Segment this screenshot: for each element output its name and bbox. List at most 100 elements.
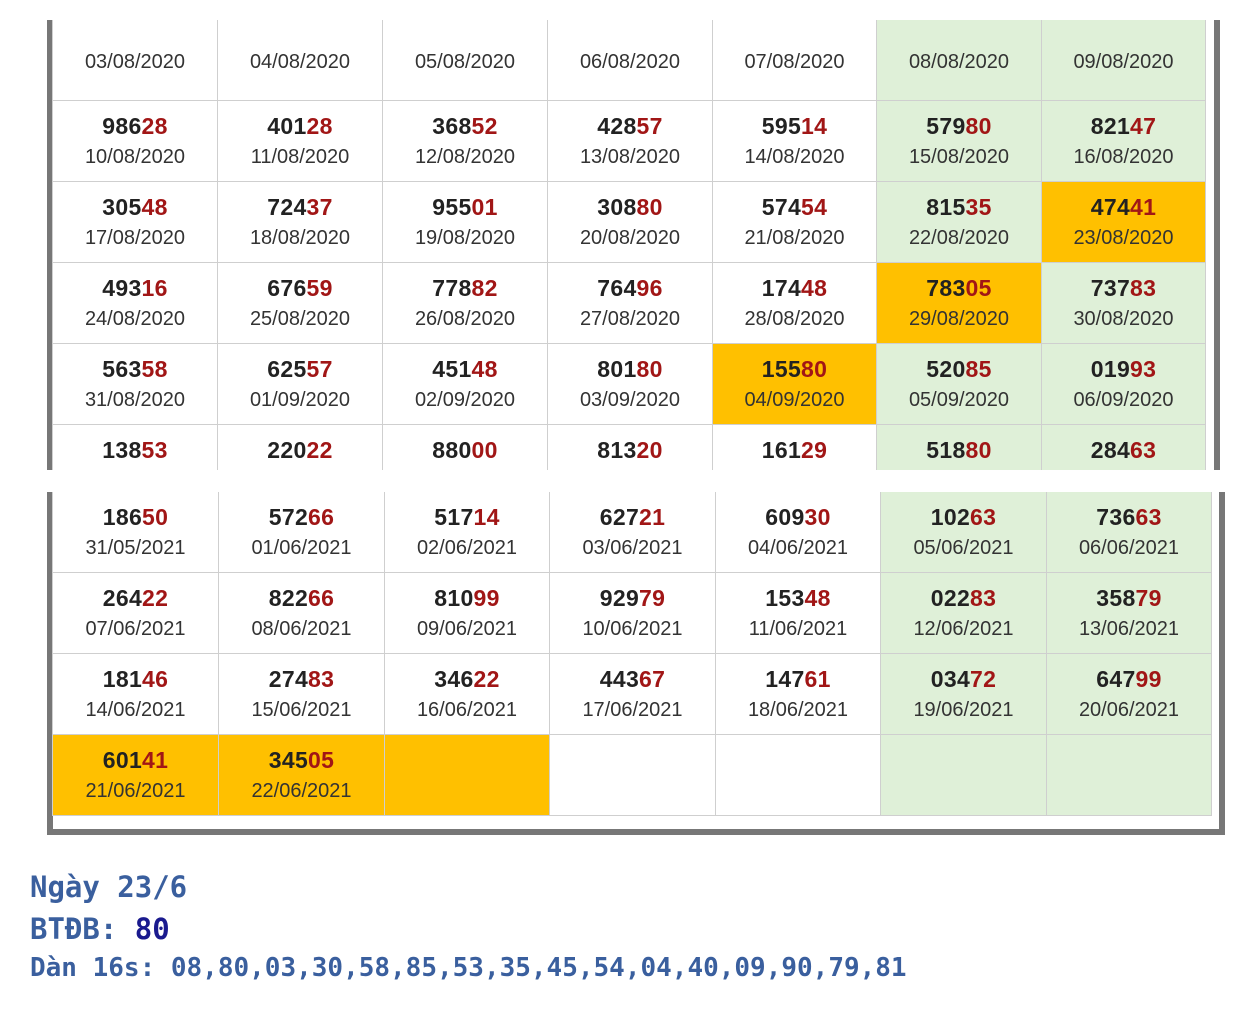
calendar-cell: 40128 11/08/2020 bbox=[217, 100, 383, 182]
result-number: 26422 bbox=[54, 584, 218, 612]
result-number-tail: 83 bbox=[970, 585, 997, 611]
calendar-cell: 1612911/09/2020 bbox=[712, 424, 877, 470]
panel-separator bbox=[30, 470, 1225, 492]
result-number-tail: 37 bbox=[306, 194, 333, 220]
calendar-cell: 81535 22/08/2020 bbox=[876, 181, 1042, 263]
result-date: 04/08/2020 bbox=[249, 51, 351, 73]
calendar-cell: 02283 12/06/2021 bbox=[880, 572, 1047, 654]
result-number-head: 518 bbox=[926, 437, 966, 463]
calendar-cell: 49316 24/08/2020 bbox=[52, 262, 218, 344]
result-number: 81320 bbox=[549, 436, 712, 464]
result-number-head: 676 bbox=[267, 275, 307, 301]
calendar-cell: 35879 13/06/2021 bbox=[1046, 572, 1212, 654]
calendar-cell: 52085 05/09/2020 bbox=[876, 343, 1042, 425]
result-date: 25/08/2020 bbox=[249, 308, 351, 330]
result-number: 42857 bbox=[549, 112, 712, 140]
result-date: 24/08/2020 bbox=[84, 308, 186, 330]
calendar-cell: 1385307/09/2020 bbox=[52, 424, 218, 470]
result-number: 64799 bbox=[1048, 665, 1211, 693]
result-date: 31/08/2020 bbox=[84, 389, 186, 411]
result-number-head: 346 bbox=[434, 666, 474, 692]
result-number-head: 428 bbox=[597, 113, 637, 139]
calendar-cell: 60930 04/06/2021 bbox=[715, 492, 881, 573]
results-table-2021: 18650 31/05/2021 57266 01/06/2021 51714 02/06… bbox=[52, 492, 1212, 816]
result-number: 67659 bbox=[219, 274, 382, 302]
result-number-head: 822 bbox=[268, 585, 309, 611]
result-number-head: 034 bbox=[930, 666, 971, 692]
result-number: 81099 bbox=[386, 584, 549, 612]
result-number-head: 517 bbox=[434, 504, 474, 530]
calendar-row: 1385307/09/20202202208/09/20208800009/09… bbox=[52, 424, 1206, 470]
result-date: 16/06/2021 bbox=[416, 699, 518, 721]
result-number: 56358 bbox=[54, 355, 217, 383]
calendar-cell: 15580 04/09/2020 bbox=[712, 343, 877, 425]
calendar-panel-2020: 03/08/2020 04/08/2020 05/08/2020 06/08/2020… bbox=[30, 20, 1225, 470]
result-number-tail: 29 bbox=[801, 437, 828, 463]
result-number: 17448 bbox=[714, 274, 876, 302]
calendar-cell: 80180 03/09/2020 bbox=[547, 343, 713, 425]
calendar-cell: 05/08/2020 bbox=[382, 20, 548, 101]
result-number-head: 563 bbox=[102, 356, 142, 382]
result-date: 07/06/2021 bbox=[85, 618, 186, 640]
result-date: 22/08/2020 bbox=[908, 227, 1010, 249]
calendar-cell: 77882 26/08/2020 bbox=[382, 262, 548, 344]
calendar-cell: 15348 11/06/2021 bbox=[715, 572, 881, 654]
calendar-cell: 76496 27/08/2020 bbox=[547, 262, 713, 344]
result-number-head: 284 bbox=[1090, 437, 1131, 463]
calendar-cell: 47441 23/08/2020 bbox=[1041, 181, 1206, 263]
dan-line: Dàn 16s: 08,80,03,30,58,85,53,35,45,54,0… bbox=[30, 953, 907, 983]
result-number-tail: 48 bbox=[141, 194, 168, 220]
result-date: 13/08/2020 bbox=[579, 146, 681, 168]
result-number-head: 474 bbox=[1090, 194, 1131, 220]
result-number: 36852 bbox=[384, 112, 547, 140]
calendar-cell: 34505 22/06/2021 bbox=[218, 734, 385, 816]
result-number-tail: 28 bbox=[306, 113, 333, 139]
result-number: 34622 bbox=[386, 665, 549, 693]
result-number-head: 161 bbox=[761, 437, 802, 463]
calendar-panel-2021: 18650 31/05/2021 57266 01/06/2021 51714 02/06… bbox=[30, 492, 1225, 842]
calendar-cell bbox=[880, 734, 1047, 816]
calendar-cell: 07/08/2020 bbox=[712, 20, 877, 101]
calendar-cell: 10263 05/06/2021 bbox=[880, 492, 1047, 573]
calendar-cell: 34622 16/06/2021 bbox=[384, 653, 550, 735]
result-number: 27483 bbox=[220, 665, 384, 693]
result-number-head: 737 bbox=[1090, 275, 1131, 301]
result-number-tail: 79 bbox=[1135, 585, 1162, 611]
result-date: 14/08/2020 bbox=[744, 146, 845, 168]
result-number-tail: 99 bbox=[1135, 666, 1162, 692]
calendar-cell: 27483 15/06/2021 bbox=[218, 653, 385, 735]
result-number-tail: 80 bbox=[636, 356, 663, 382]
result-number-tail: 05 bbox=[965, 275, 992, 301]
result-date: 12/08/2020 bbox=[414, 146, 516, 168]
result-number: 49316 bbox=[54, 274, 217, 302]
result-date: 10/08/2020 bbox=[84, 146, 186, 168]
result-date: 15/08/2020 bbox=[908, 146, 1010, 168]
result-number: 72437 bbox=[219, 193, 382, 221]
result-number-tail: 57 bbox=[306, 356, 333, 382]
result-number-head: 155 bbox=[761, 356, 802, 382]
result-date: 08/06/2021 bbox=[251, 618, 352, 640]
result-date: 03/09/2020 bbox=[579, 389, 681, 411]
result-date: 11/08/2020 bbox=[250, 146, 350, 168]
calendar-cell: 45148 02/09/2020 bbox=[382, 343, 548, 425]
result-date: 04/06/2021 bbox=[747, 537, 849, 559]
result-number-tail: 22 bbox=[473, 666, 500, 692]
result-number: 60141 bbox=[54, 746, 218, 774]
calendar-row: 60141 21/06/2021 34505 22/06/2021 bbox=[52, 734, 1212, 816]
result-date: 23/08/2020 bbox=[1073, 227, 1174, 249]
result-number: 14761 bbox=[717, 665, 880, 693]
result-number-head: 451 bbox=[432, 356, 472, 382]
result-number: 57266 bbox=[220, 503, 384, 531]
result-number-tail: 52 bbox=[471, 113, 498, 139]
result-number-head: 778 bbox=[432, 275, 472, 301]
result-number-head: 520 bbox=[926, 356, 966, 382]
result-number-tail: 01 bbox=[471, 194, 498, 220]
result-date: 22/06/2021 bbox=[251, 780, 352, 802]
result-number-tail: 35 bbox=[965, 194, 992, 220]
result-number-tail: 85 bbox=[965, 356, 992, 382]
result-number: 16129 bbox=[714, 436, 876, 464]
result-date: 20/08/2020 bbox=[579, 227, 681, 249]
calendar-cell: 04/08/2020 bbox=[217, 20, 383, 101]
result-number: 03472 bbox=[882, 665, 1046, 693]
result-date: 05/08/2020 bbox=[414, 51, 516, 73]
